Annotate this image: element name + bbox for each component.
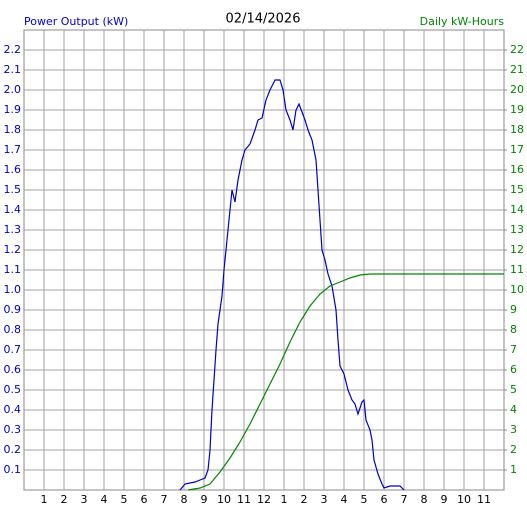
y2-tick-label: 12: [510, 243, 524, 256]
y2-tick-label: 5: [510, 383, 517, 396]
y-tick-label: 1.9: [4, 103, 22, 116]
x-tick-label: 9: [201, 493, 208, 506]
y-tick-label: 0.3: [4, 423, 22, 436]
y2-tick-label: 2: [510, 443, 517, 456]
y-tick-label: 1.5: [4, 183, 22, 196]
y-axis-label: Power Output (kW): [24, 15, 128, 28]
y-tick-label: 1.6: [4, 163, 22, 176]
y2-tick-label: 11: [510, 263, 524, 276]
y2-tick-label: 17: [510, 143, 524, 156]
y-tick-label: 2.2: [4, 43, 22, 56]
x-tick-label: 11: [477, 493, 491, 506]
y2-tick-label: 6: [510, 363, 517, 376]
y-tick-label: 0.4: [4, 403, 22, 416]
y2-tick-label: 4: [510, 403, 517, 416]
y-tick-label: 0.1: [4, 463, 22, 476]
x-tick-label: 9: [441, 493, 448, 506]
y-tick-label: 1.2: [4, 243, 22, 256]
y-tick-label: 1.8: [4, 123, 22, 136]
y2-tick-label: 7: [510, 343, 517, 356]
x-tick-label: 3: [81, 493, 88, 506]
data-line: [179, 79, 405, 491]
y-tick-label: 2.1: [4, 63, 22, 76]
x-tick-label: 6: [381, 493, 388, 506]
x-tick-label: 8: [421, 493, 428, 506]
y-tick-label: 1.7: [4, 143, 22, 156]
y2-tick-label: 15: [510, 183, 524, 196]
data-line: [187, 273, 504, 491]
chart-title: 02/14/2026: [226, 12, 301, 27]
y-tick-label: 1.1: [4, 263, 22, 276]
x-tick-label: 2: [301, 493, 308, 506]
y-tick-label: 0.2: [4, 443, 22, 456]
y-tick-label: 1.4: [4, 203, 22, 216]
x-tick-label: 5: [361, 493, 368, 506]
y-tick-label: 0.7: [4, 343, 22, 356]
y2-tick-label: 8: [510, 323, 517, 336]
x-tick-label: 1: [41, 493, 48, 506]
x-tick-label: 10: [217, 493, 231, 506]
y-tick-label: 2.0: [4, 83, 22, 96]
y-tick-label: 1.3: [4, 223, 22, 236]
x-tick-label: 2: [61, 493, 68, 506]
y2-tick-label: 21: [510, 63, 524, 76]
y2-tick-label: 16: [510, 163, 524, 176]
y2-tick-label: 3: [510, 423, 517, 436]
x-tick-label: 3: [321, 493, 328, 506]
y2-axis-label: Daily kW-Hours: [420, 15, 505, 28]
x-tick-label: 8: [181, 493, 188, 506]
x-tick-label: 12: [257, 493, 271, 506]
y2-tick-label: 22: [510, 43, 524, 56]
y2-tick-label: 9: [510, 303, 517, 316]
x-tick-label: 4: [341, 493, 348, 506]
x-tick-label: 7: [161, 493, 168, 506]
y2-tick-label: 14: [510, 203, 524, 216]
y2-tick-label: 18: [510, 123, 524, 136]
y2-tick-label: 10: [510, 283, 524, 296]
y-tick-label: 0.9: [4, 303, 22, 316]
x-tick-label: 6: [141, 493, 148, 506]
y2-tick-label: 13: [510, 223, 524, 236]
y2-tick-label: 1: [510, 463, 517, 476]
x-tick-label: 11: [237, 493, 251, 506]
y2-tick-label: 19: [510, 103, 524, 116]
x-tick-label: 4: [101, 493, 108, 506]
y-tick-label: 0.8: [4, 323, 22, 336]
y-tick-label: 1.0: [4, 283, 22, 296]
x-tick-label: 7: [401, 493, 408, 506]
x-tick-label: 10: [457, 493, 471, 506]
y-tick-label: 0.5: [4, 383, 22, 396]
x-tick-label: 1: [281, 493, 288, 506]
x-tick-label: 5: [121, 493, 128, 506]
y2-tick-label: 20: [510, 83, 524, 96]
y-tick-label: 0.6: [4, 363, 22, 376]
